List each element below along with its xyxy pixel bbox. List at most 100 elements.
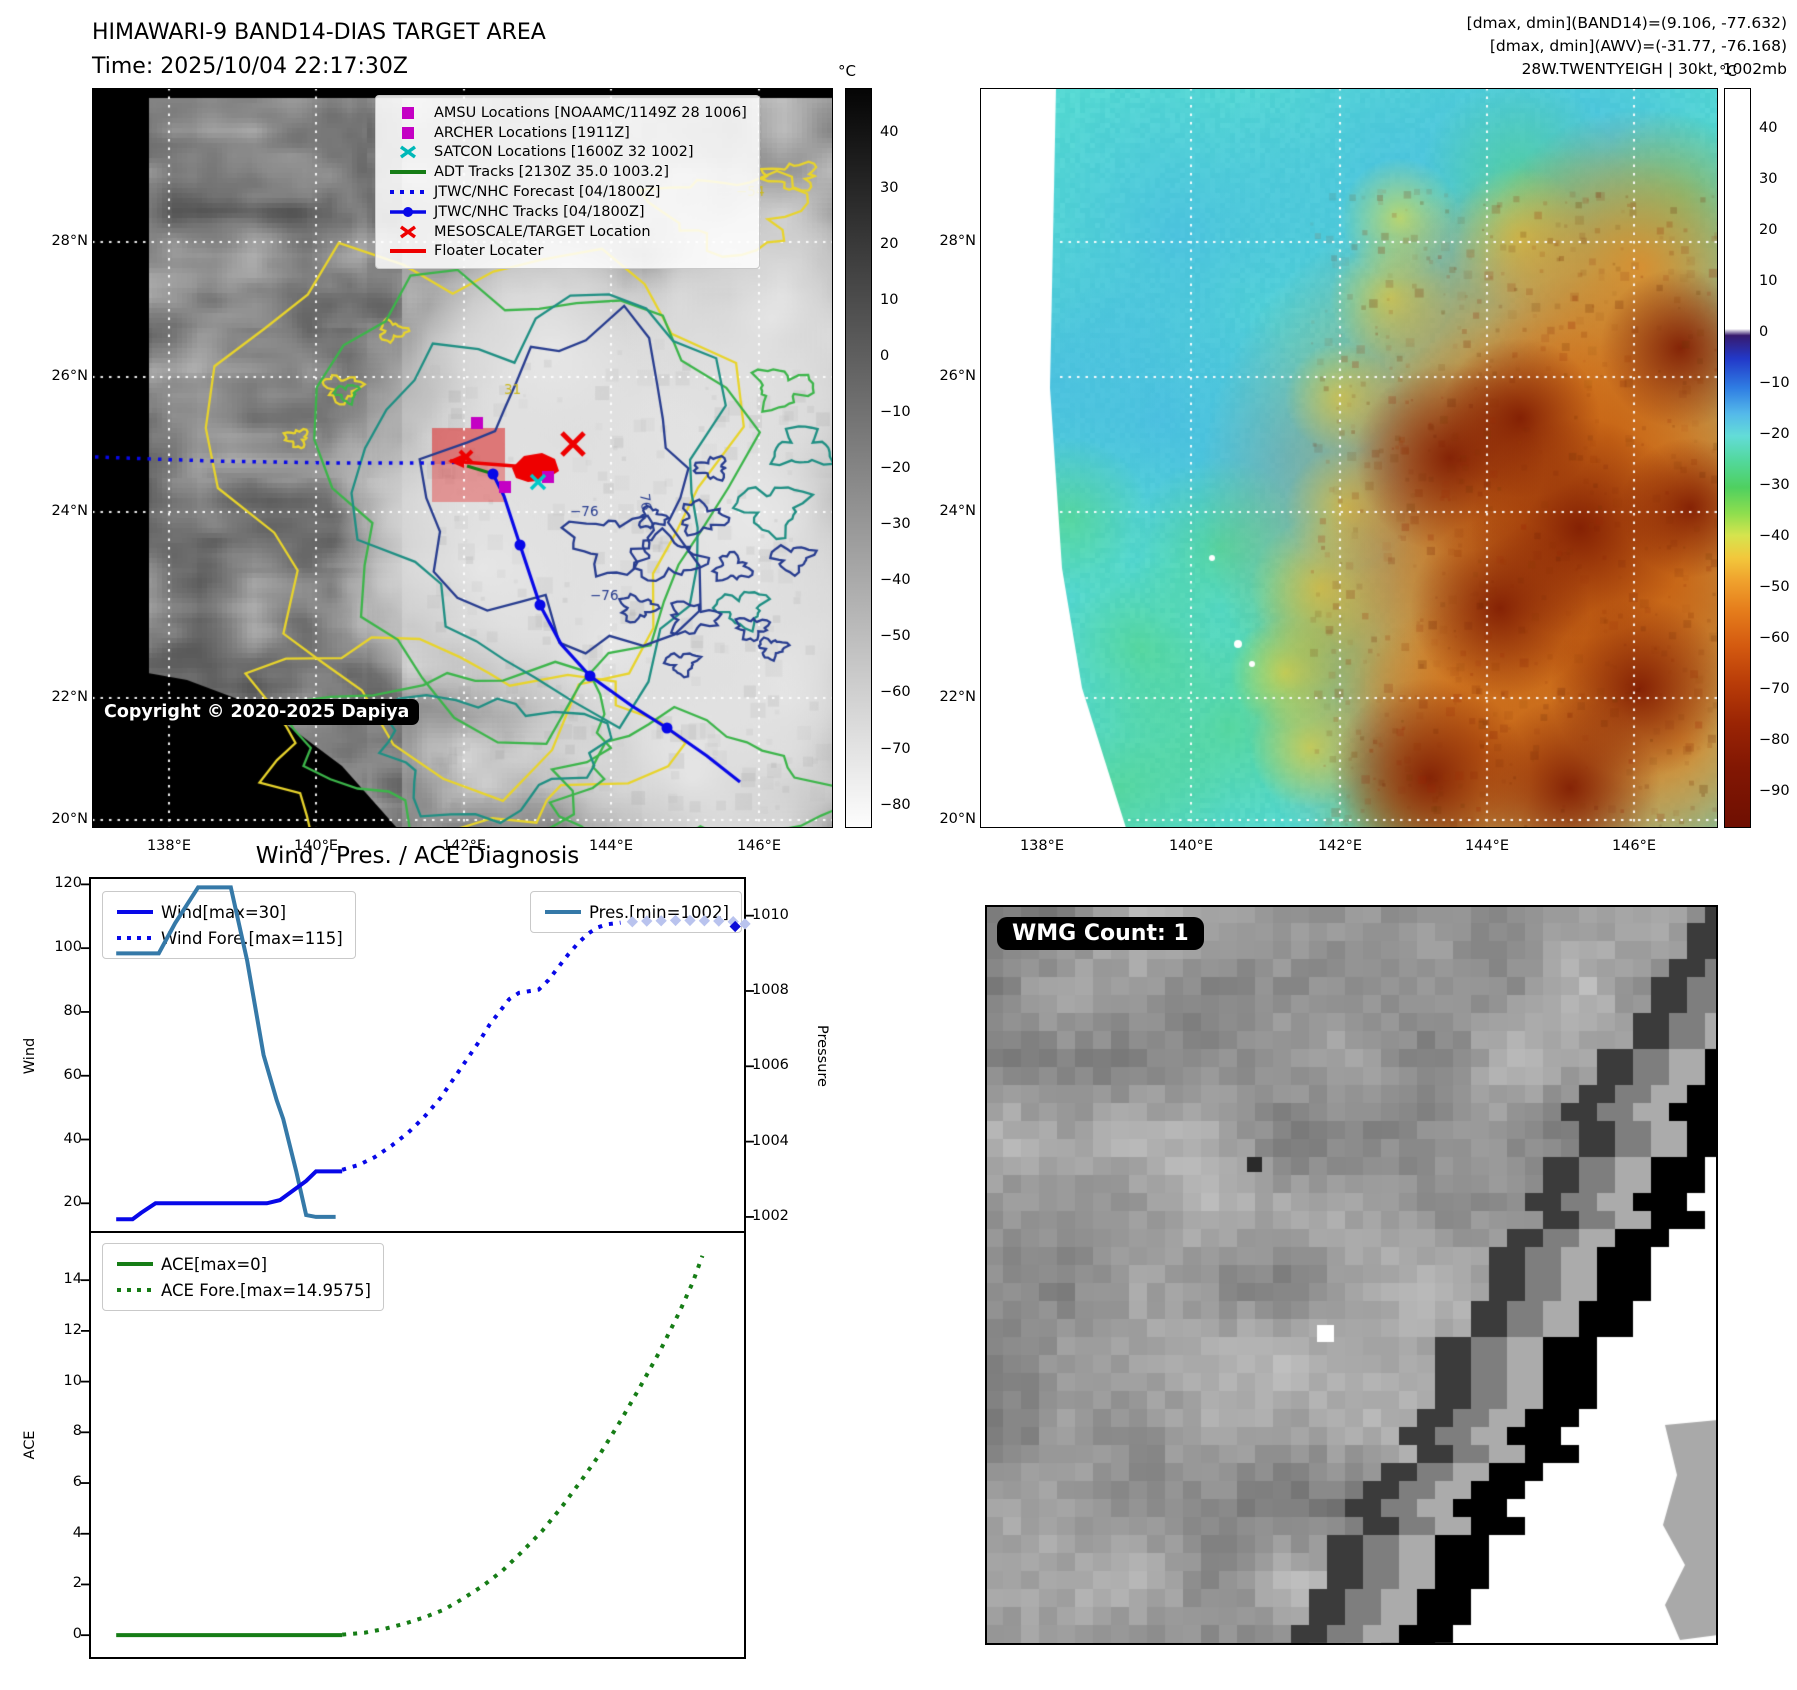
lon-tick-right-map: 140°E [1168, 838, 1214, 854]
wind-observed-line [116, 1169, 343, 1222]
ace-tick-label: 0 [72, 1626, 82, 1643]
legend-item-label: JTWC/NHC Forecast [04/1800Z] [434, 184, 661, 201]
colorbar-tick-left: −80 [880, 796, 911, 813]
lat-tick-left-map: 26°N [51, 368, 88, 384]
legend-item-label: ACE[max=0] [161, 1254, 268, 1274]
legend-item-label: Wind[max=30] [161, 902, 287, 922]
colorbar-tick-right: −20 [1759, 426, 1790, 443]
legend-item-label: ACE Fore.[max=14.9575] [161, 1280, 371, 1300]
ace-tick-label: 14 [63, 1271, 82, 1288]
colorbar-tick-right: −90 [1759, 783, 1790, 800]
colorbar-tick-right: −70 [1759, 681, 1790, 698]
line-legend-icon [386, 164, 430, 180]
lon-tick-right-map: 138°E [1019, 838, 1065, 854]
square-legend-icon [386, 125, 430, 141]
legend-item-label: Wind Fore.[max=115] [161, 928, 343, 948]
wind-tick-label: 60 [63, 1066, 82, 1083]
copyright-badge: Copyright © 2020-2025 Dapiya [94, 699, 420, 725]
square-legend-icon [386, 105, 430, 121]
colorbar-tick-left: −60 [880, 684, 911, 701]
legend-item-label: SATCON Locations [1600Z 32 1002] [434, 144, 694, 161]
colorbar-tick-right: 20 [1759, 221, 1778, 238]
colorbar-tick-right: −40 [1759, 528, 1790, 545]
wmg-pixel-map [985, 905, 1718, 1645]
dmax-dmin-awv: [dmax, dmin](AWV)=(-31.77, -76.168) [1489, 37, 1787, 55]
colorbar-tick-left: 10 [880, 292, 899, 309]
awv-colorbar [1724, 88, 1751, 828]
legend-item: AMSU Locations [NOAAMC/1149Z 28 1006] [386, 103, 747, 123]
colorbar-tick-left: −40 [880, 572, 911, 589]
colorbar-tick-left: 20 [880, 235, 899, 252]
left-panel-header: HIMAWARI-9 BAND14-DIAS TARGET AREA Time:… [92, 16, 546, 84]
dmax-dmin-band14: [dmax, dmin](BAND14)=(9.106, -77.632) [1466, 14, 1787, 32]
legend-item-label: MESOSCALE/TARGET Location [434, 223, 651, 240]
legend-item: ADT Tracks [2130Z 35.0 1003.2] [386, 162, 747, 182]
ace-tick-label: 6 [72, 1474, 82, 1491]
lon-tick-right-map: 142°E [1317, 838, 1363, 854]
pressure-tick-label: 1004 [752, 1132, 789, 1149]
colorbar-tick-right: −60 [1759, 630, 1790, 647]
timestamp: Time: 2025/10/04 22:17:30Z [92, 54, 408, 79]
wmg-count-badge: WMG Count: 1 [997, 917, 1204, 950]
pressure-tick-label: 1010 [752, 906, 789, 923]
dotted-legend-icon [113, 930, 157, 946]
map-legend: AMSU Locations [NOAAMC/1149Z 28 1006] ARC… [375, 95, 760, 270]
colorbar-tick-right: 10 [1759, 272, 1778, 289]
page-title: HIMAWARI-9 BAND14-DIAS TARGET AREA [92, 20, 546, 45]
lat-tick-right-map: 28°N [939, 233, 976, 249]
colorbar-tick-left: −10 [880, 404, 911, 421]
colorbar-tick-right: 0 [1759, 323, 1769, 340]
awv-color-satellite-map [980, 88, 1718, 828]
colorbar-tick-right: −50 [1759, 579, 1790, 596]
lat-tick-right-map: 26°N [939, 368, 976, 384]
legend-item: Wind[max=30] [113, 899, 343, 925]
pressure-legend: Pres.[min=1002] [530, 891, 742, 933]
legend-item-label: AMSU Locations [NOAAMC/1149Z 28 1006] [434, 104, 747, 121]
lon-tick-left-map: 142°E [441, 838, 487, 854]
lat-tick-left-map: 28°N [51, 233, 88, 249]
colorbar-tick-right: −10 [1759, 375, 1790, 391]
ace-tick-label: 8 [72, 1423, 82, 1440]
lon-tick-left-map: 144°E [588, 838, 634, 854]
band14-colorbar-unit: °C [838, 62, 856, 80]
legend-item-label: Pres.[min=1002] [589, 902, 729, 922]
colorbar-tick-left: 40 [880, 123, 899, 140]
x-legend-icon [386, 224, 430, 240]
solid-legend-icon [113, 904, 157, 920]
colorbar-tick-left: 0 [880, 348, 890, 365]
wind-tick-label: 20 [63, 1194, 82, 1211]
legend-item: JTWC/NHC Forecast [04/1800Z] [386, 182, 747, 202]
wind-axis-label: Wind [22, 1037, 38, 1075]
colorbar-tick-right: −30 [1759, 477, 1790, 494]
legend-item: JTWC/NHC Tracks [04/1800Z] [386, 202, 747, 222]
legend-item-label: JTWC/NHC Tracks [04/1800Z] [434, 203, 645, 220]
legend-item: ACE[max=0] [113, 1251, 371, 1277]
ace-forecast-line [341, 1255, 705, 1637]
colorbar-tick-right: 30 [1759, 170, 1778, 187]
right-panel-header: [dmax, dmin](BAND14)=(9.106, -77.632) [d… [1467, 12, 1787, 81]
lat-tick-left-map: 24°N [51, 503, 88, 519]
ace-axis-label: ACE [22, 1430, 38, 1460]
linedot-legend-icon [386, 204, 430, 220]
colorbar-tick-right: 40 [1759, 119, 1778, 136]
x-legend-icon [386, 144, 430, 160]
colorbar-tick-right: −80 [1759, 732, 1790, 749]
lat-tick-left-map: 22°N [51, 689, 88, 705]
ace-tick-label: 12 [63, 1321, 82, 1338]
storm-id-intensity: 28W.TWENTYEIGH | 30kt, 1002mb [1521, 60, 1787, 78]
lat-tick-right-map: 24°N [939, 503, 976, 519]
lon-tick-right-map: 144°E [1464, 838, 1510, 854]
colorbar-tick-left: −70 [880, 740, 911, 757]
colorbar-tick-left: −20 [880, 460, 911, 477]
ace-legend: ACE[max=0] ACE Fore.[max=14.9575] [102, 1243, 384, 1311]
legend-item: ACE Fore.[max=14.9575] [113, 1277, 371, 1303]
wind-tick-label: 100 [54, 939, 82, 956]
wind-tick-label: 40 [63, 1130, 82, 1147]
pressure-tick-label: 1006 [752, 1057, 789, 1074]
line-legend-icon [386, 243, 430, 259]
lon-tick-right-map: 146°E [1611, 838, 1657, 854]
legend-item: Wind Fore.[max=115] [113, 925, 343, 951]
solid-legend-icon [541, 904, 585, 920]
colorbar-tick-left: 30 [880, 179, 899, 196]
